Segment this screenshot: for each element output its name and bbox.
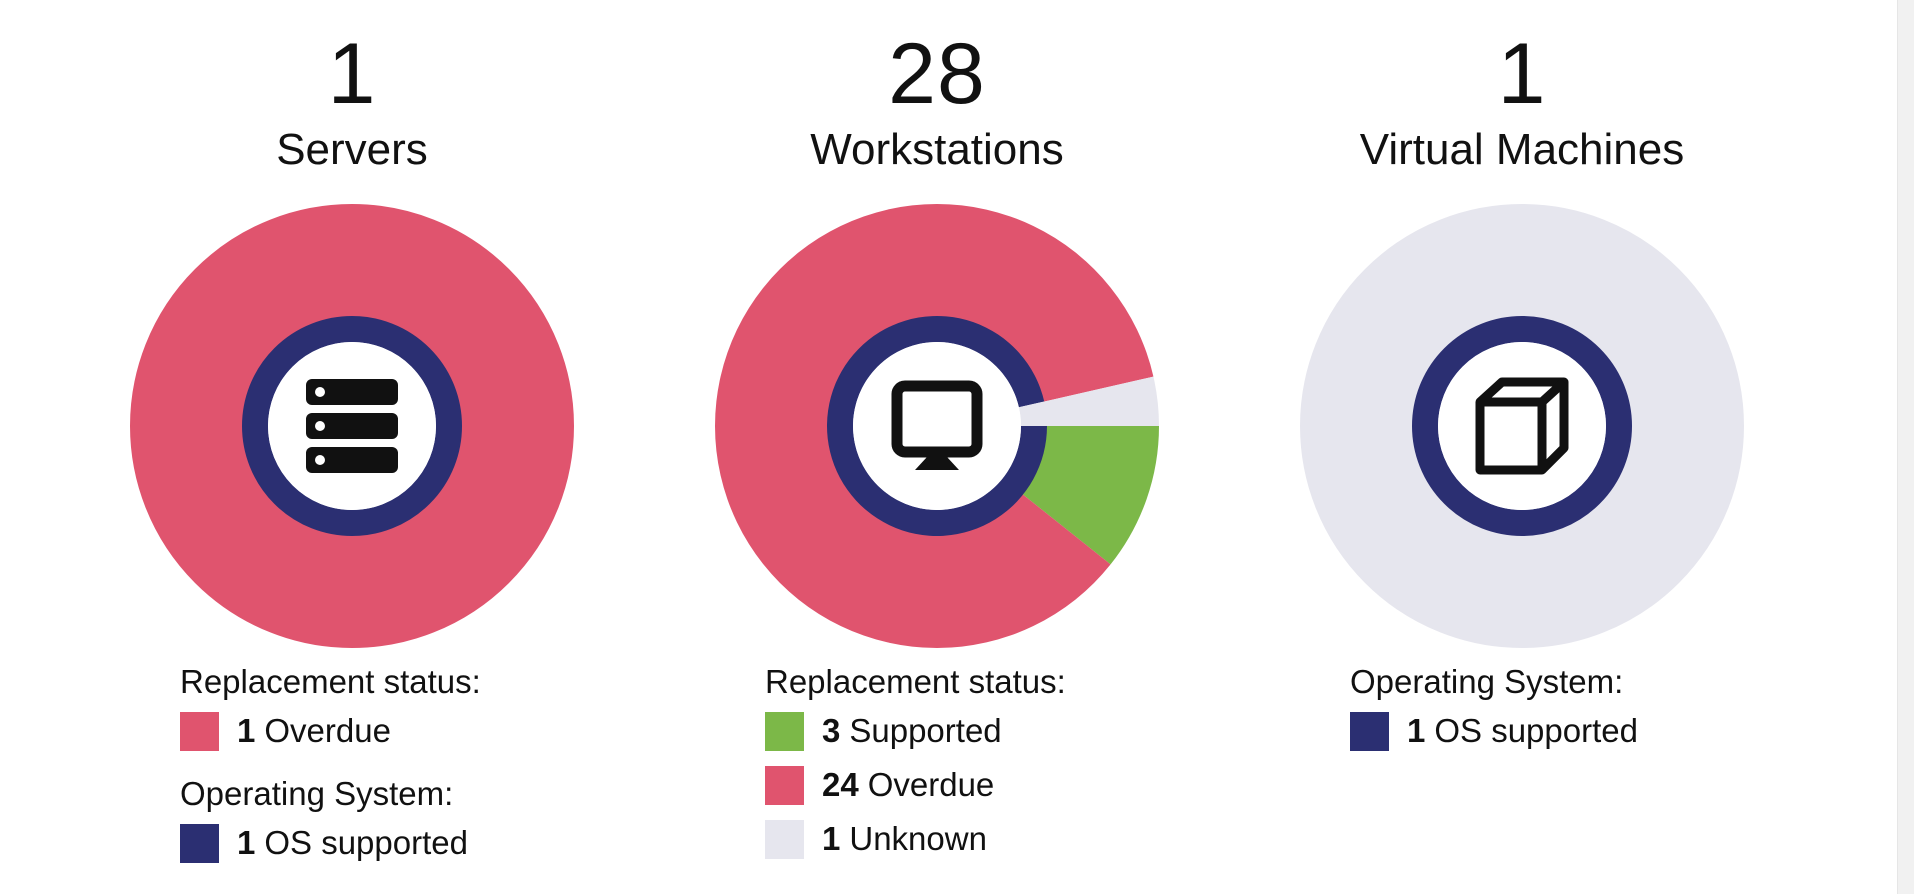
workstations-legend-heading-0: Replacement status: [765,663,1066,700]
virtual-machines-donut-chart[interactable] [1300,204,1744,648]
legend-count: 24 [822,766,859,803]
virtual-machines-count: 1 [1497,26,1547,122]
legend-label: Overdue [867,766,995,803]
virtual-machines-legend-item-os-supported[interactable]: 1 OS supported [1350,704,1810,758]
workstations-outer-overdue-1[interactable] [715,204,1154,648]
workstations-donut-chart[interactable] [715,204,1159,648]
legend-swatch [765,819,804,859]
servers-legend-item-os-supported[interactable]: 1 OS supported [180,816,640,870]
workstations-title: Workstations [810,125,1064,174]
virtual-machines-legend: Operating System: 1 OS supported [1350,660,1810,758]
legend-count: 1 [237,712,256,749]
legend-count: 1 [1407,712,1426,749]
legend-count: 1 [237,824,256,861]
servers-title: Servers [276,125,428,174]
legend-spacer [180,758,640,772]
virtual-machines-inner-os-supported[interactable] [1412,316,1632,536]
monitor-icon [891,380,983,470]
vertical-scrollbar[interactable] [1897,0,1914,894]
servers-legend-heading-0: Replacement status: [180,663,481,700]
workstations-panel: 28 Workstations Replacement status: 3 Supp… [645,0,1229,894]
legend-label: Overdue [264,712,391,749]
virtual-machines-panel: 1 Virtual Machines Operating System: 1 OS … [1230,0,1814,894]
legend-count: 1 [822,820,841,857]
workstations-outer-supported-0[interactable] [1021,426,1159,565]
legend-count: 3 [822,712,841,749]
virtual-machines-outer-segment[interactable] [1300,204,1744,648]
workstations-inner-unknown-1[interactable] [1018,401,1047,426]
workstations-legend-item-unknown[interactable]: 1 Unknown [765,812,1225,866]
legend-label: OS supported [1434,712,1638,749]
workstations-count: 28 [888,26,986,122]
servers-legend: Replacement status: 1 Overdue Operating Sys… [180,660,640,870]
servers-count: 1 [327,26,377,122]
virtual-machines-legend-heading-0: Operating System: [1350,663,1624,700]
legend-swatch [180,711,219,751]
legend-swatch [1350,711,1389,751]
legend-label: OS supported [264,824,468,861]
server-icon [306,379,398,473]
workstations-outer-unknown-2[interactable] [1042,376,1159,426]
workstations-donut-svg [715,204,1159,648]
cube-icon [1475,377,1569,475]
virtual-machines-donut-svg [1300,204,1744,648]
servers-donut-chart[interactable] [130,204,574,648]
workstations-center [853,342,1021,510]
legend-label: Unknown [849,820,987,857]
servers-inner-os-supported[interactable] [242,316,462,536]
servers-legend-item-overdue[interactable]: 1 Overdue [180,704,640,758]
servers-legend-heading-1: Operating System: [180,775,454,812]
virtual-machines-center [1438,342,1606,510]
virtual-machines-title: Virtual Machines [1359,125,1685,174]
workstations-legend-item-supported[interactable]: 3 Supported [765,704,1225,758]
servers-outer-overdue[interactable] [130,204,574,648]
legend-swatch [765,765,804,805]
workstations-legend: Replacement status: 3 Supported 24 Overdue 1 U… [765,660,1225,866]
servers-donut-svg [130,204,574,648]
legend-swatch [180,823,219,863]
legend-label: Supported [849,712,1002,749]
servers-panel: 1 Servers Replacement status: 1 Overdue Ope… [60,0,644,894]
legend-swatch [765,711,804,751]
workstations-legend-item-overdue[interactable]: 24 Overdue [765,758,1225,812]
